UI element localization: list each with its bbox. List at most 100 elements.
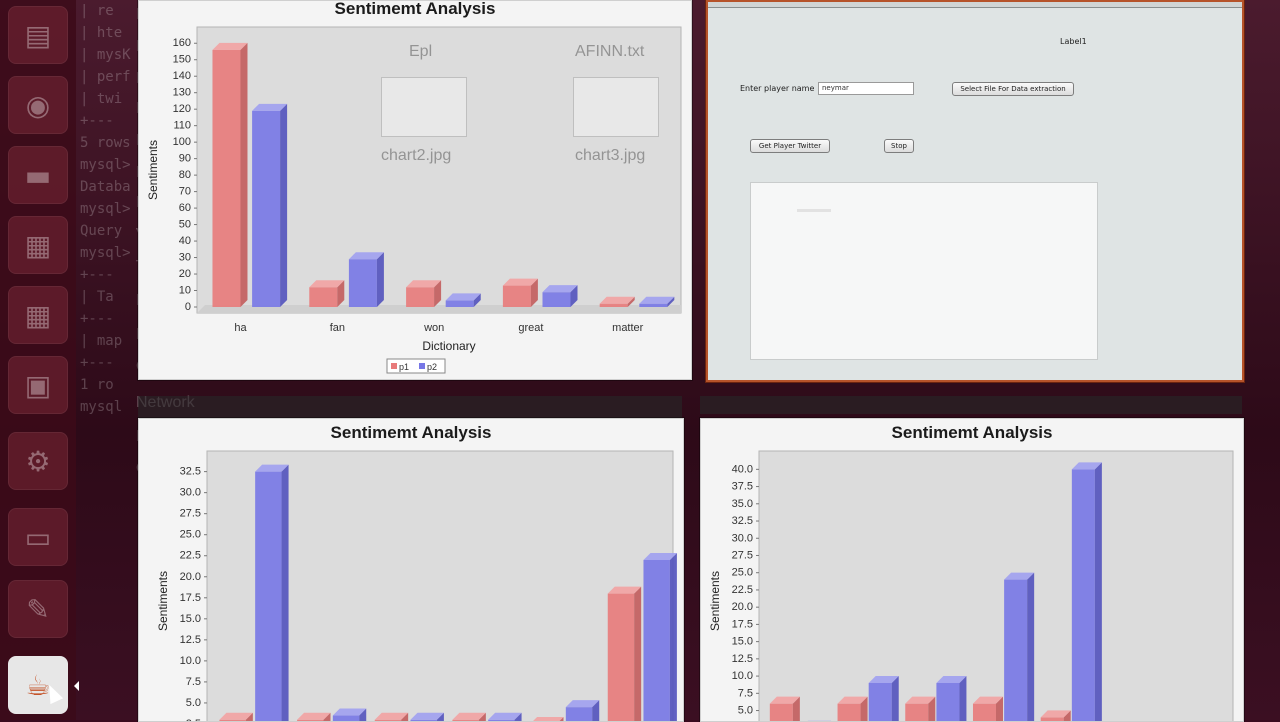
bar-p2-side <box>959 676 966 721</box>
terminal-icon[interactable]: ▭ <box>8 508 68 566</box>
y-tick-label: 60 <box>179 202 191 214</box>
y-tick-label: 27.5 <box>180 508 201 520</box>
y-tick-label: 140 <box>173 70 191 82</box>
bar-p2-side <box>280 104 287 307</box>
files-icon[interactable]: ▤ <box>8 6 68 64</box>
y-tick-label: 120 <box>173 103 191 115</box>
y-tick-label: 50 <box>179 219 191 231</box>
x-tick-label: ha <box>234 322 247 334</box>
bar-p2-front <box>333 716 359 721</box>
bar-p2-front <box>869 683 892 721</box>
bar-p2 <box>566 700 599 721</box>
y-tick-label: 17.5 <box>180 592 201 604</box>
impress-icon[interactable]: ▣ <box>8 356 68 414</box>
y-tick-label: 110 <box>173 120 191 132</box>
y-tick-label: 32.5 <box>732 515 753 527</box>
y-tick-label: 0 <box>185 301 191 313</box>
y-tick-label: 35.0 <box>732 498 753 510</box>
java-icon[interactable]: ☕ <box>8 656 68 714</box>
bar-p1-front <box>600 304 628 307</box>
writer-icon[interactable]: ▦ <box>8 216 68 274</box>
bar-p2 <box>643 553 676 721</box>
bar-p2-front <box>349 259 377 307</box>
bar-p1-front <box>1041 717 1064 721</box>
y-tick-label: 12.5 <box>732 653 753 665</box>
y-tick-label: 90 <box>179 153 191 165</box>
bar-p1-front <box>608 594 634 721</box>
y-tick-label: 40.0 <box>732 463 753 475</box>
y-tick-label: 100 <box>173 136 191 148</box>
bar-p2 <box>1004 573 1034 721</box>
x-tick-label: fan <box>330 322 345 334</box>
chart-3-svg: 2.55.07.510.012.515.017.520.022.525.027.… <box>701 419 1243 721</box>
player-window[interactable]: Label1 Enter player name neymar Select F… <box>706 0 1244 382</box>
player-name-input[interactable]: neymar <box>818 82 914 95</box>
bar-p2-side <box>282 465 289 721</box>
firefox-icon[interactable]: ◉ <box>8 76 68 134</box>
bar-p1 <box>406 280 441 307</box>
plot-area <box>759 451 1233 721</box>
chart-window-3[interactable]: Sentimemt Analysis 2.55.07.510.012.515.0… <box>700 418 1244 722</box>
y-tick-label: 5.0 <box>738 705 753 717</box>
y-tick-label: 150 <box>173 54 191 66</box>
bar-p1-front <box>770 704 793 721</box>
bar-p2 <box>252 104 287 307</box>
bar-p1-front <box>212 50 240 307</box>
bar-p1-front <box>309 287 337 307</box>
y-tick-label: 30.0 <box>732 532 753 544</box>
file-label: AFINN.txt <box>575 43 644 61</box>
y-tick-label: 7.5 <box>738 687 753 699</box>
editor-icon[interactable]: ✎ <box>8 580 68 638</box>
bar-p2 <box>446 293 481 307</box>
y-tick-label: 37.5 <box>732 481 753 493</box>
get-tweets-button[interactable]: Get Player Twitter <box>750 139 830 153</box>
files2-icon[interactable]: ▬ <box>8 146 68 204</box>
bar-p1-front <box>838 704 861 721</box>
y-tick-label: 20.0 <box>732 601 753 613</box>
bar-p2-front <box>252 111 280 307</box>
bar-p2 <box>255 465 288 721</box>
bar-p1 <box>770 697 800 721</box>
y-tick-label: 10 <box>179 285 191 297</box>
folder-label: Epl <box>409 43 432 61</box>
x-tick-label: matter <box>612 322 644 334</box>
settings-icon[interactable]: ⚙ <box>8 432 68 490</box>
bar-p1 <box>503 279 538 307</box>
bar-p1 <box>608 587 641 721</box>
calc-icon[interactable]: ▦ <box>8 286 68 344</box>
thumb1-label: chart2.jpg <box>381 147 451 165</box>
stop-button[interactable]: Stop <box>884 139 914 153</box>
bar-p2-front <box>446 300 474 307</box>
y-tick-label: 20 <box>179 268 191 280</box>
y-tick-label: 10.0 <box>732 670 753 682</box>
y-tick-label: 80 <box>179 169 191 181</box>
window-gap <box>138 396 682 418</box>
y-axis-label: Sentiments <box>156 571 170 631</box>
chart-2-svg: 2.55.07.510.012.515.017.520.022.525.027.… <box>139 419 683 721</box>
legend-swatch-p1 <box>391 363 397 369</box>
bar-p2 <box>936 676 966 721</box>
bar-p2-side <box>892 676 899 721</box>
chart-window-2[interactable]: Sentimemt Analysis 2.55.07.510.012.515.0… <box>138 418 684 722</box>
y-tick-label: 20.0 <box>180 571 201 583</box>
y-tick-label: 40 <box>179 235 191 247</box>
legend-swatch-p2 <box>419 363 425 369</box>
bar-p2 <box>869 676 899 721</box>
window-gap <box>700 396 1242 414</box>
bar-p1 <box>973 697 1003 721</box>
y-tick-label: 30.0 <box>180 487 201 499</box>
chart3-thumbnail <box>573 77 659 137</box>
bar-p2-front <box>566 707 592 721</box>
bar-p1-front <box>406 287 434 307</box>
x-tick-label: great <box>518 322 543 334</box>
select-file-button[interactable]: Select File For Data extraction <box>952 82 1074 96</box>
tweets-text-area[interactable] <box>750 182 1098 360</box>
y-tick-label: 2.5 <box>186 718 201 721</box>
y-tick-label: 12.5 <box>180 634 201 646</box>
y-tick-label: 70 <box>179 186 191 198</box>
y-tick-label: 17.5 <box>732 618 753 630</box>
bar-p1-side <box>634 587 641 721</box>
legend-label-p2: p2 <box>427 362 437 372</box>
bar-p1 <box>212 43 247 307</box>
